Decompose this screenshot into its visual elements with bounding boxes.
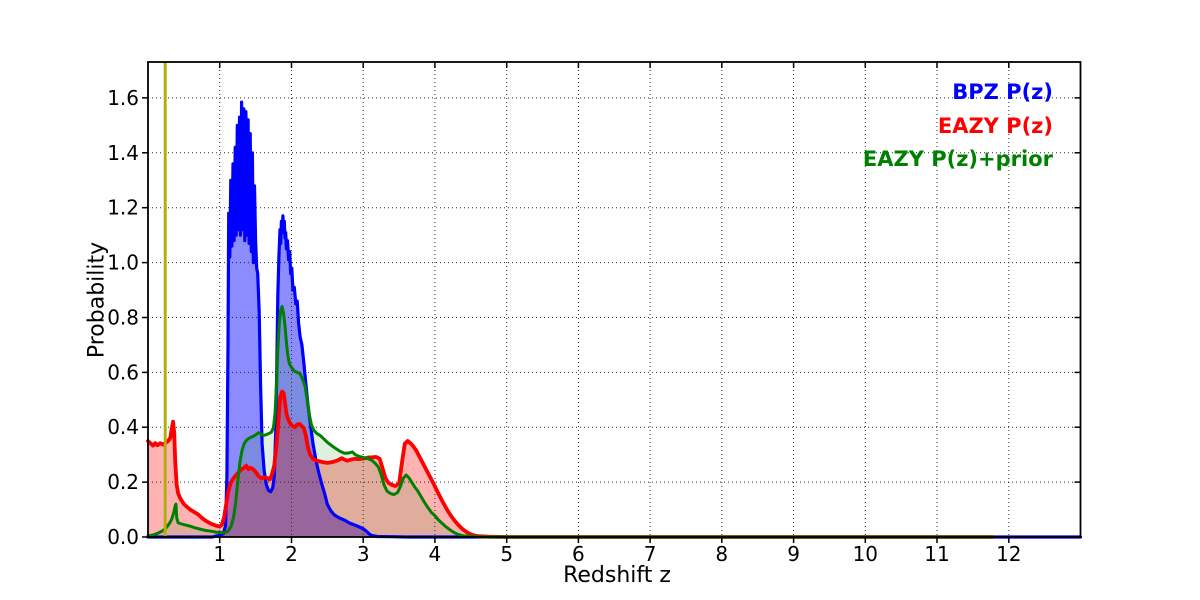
x-tick-label: 4	[429, 542, 442, 566]
y-tick-label: 0.0	[107, 525, 139, 549]
y-tick-label: 0.8	[107, 306, 139, 330]
x-tick-label: 9	[787, 542, 800, 566]
y-tick-label: 0.4	[107, 415, 139, 439]
series-fill-2	[148, 306, 993, 537]
y-tick-label: 1.0	[107, 251, 139, 275]
y-tick-label: 0.2	[107, 470, 139, 494]
x-tick-label: 7	[644, 542, 657, 566]
x-tick-label: 5	[500, 542, 513, 566]
legend-entry-eazy: EAZY P(z)	[937, 113, 1053, 138]
x-tick-label: 1	[213, 542, 226, 566]
y-axis-label: Probability	[84, 241, 110, 359]
x-tick-label: 12	[996, 542, 1021, 566]
x-tick-label: 8	[715, 542, 728, 566]
series-fill-1	[148, 391, 993, 537]
y-tick-label: 1.2	[107, 196, 139, 220]
eazy-curve	[146, 389, 995, 539]
bpz-curve	[146, 100, 1083, 539]
y-tick-label: 1.6	[107, 86, 139, 110]
y-tick-label: 0.6	[107, 360, 139, 384]
x-tick-label: 11	[924, 542, 949, 566]
plot-frame	[147, 61, 1082, 538]
legend: BPZ P(z) EAZY P(z) EAZY P(z)+prior	[863, 76, 1053, 177]
x-tick-label: 3	[357, 542, 370, 566]
x-axis-label: Redshift z	[563, 563, 671, 588]
x-tick-label: 6	[572, 542, 585, 566]
legend-entry-eazy-prior: EAZY P(z)+prior	[862, 147, 1053, 171]
x-tick-label: 2	[285, 542, 298, 566]
eazy-prior-curve	[146, 305, 995, 539]
x-tick-label: 10	[853, 542, 878, 566]
y-tick-label: 1.4	[107, 141, 139, 165]
legend-entry-bpz: BPZ P(z)	[952, 80, 1053, 104]
